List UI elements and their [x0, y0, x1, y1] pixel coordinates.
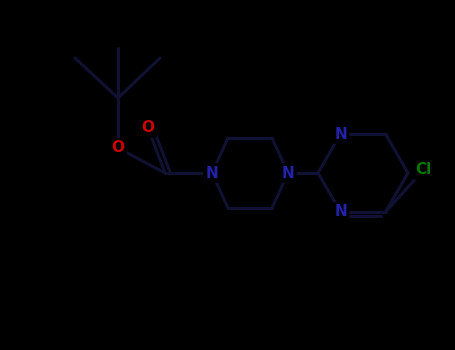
- Text: N: N: [334, 204, 347, 219]
- Text: O: O: [111, 140, 125, 155]
- Text: O: O: [142, 120, 155, 135]
- Text: N: N: [334, 127, 347, 141]
- Text: Cl: Cl: [415, 162, 432, 177]
- Text: N: N: [282, 166, 294, 181]
- Text: N: N: [206, 166, 218, 181]
